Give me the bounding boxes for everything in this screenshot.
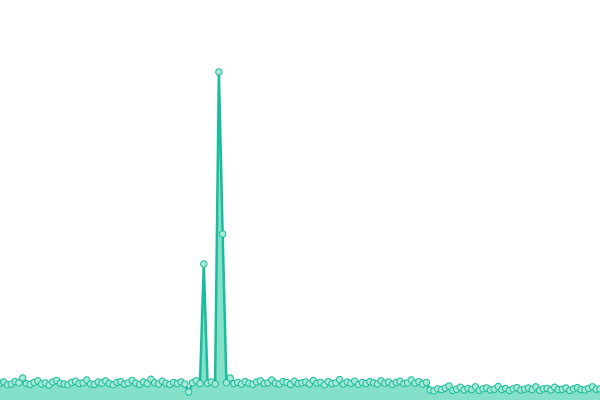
point bbox=[181, 380, 189, 388]
point bbox=[184, 388, 193, 396]
point bbox=[211, 380, 219, 388]
point bbox=[226, 374, 234, 382]
area bbox=[0, 72, 600, 400]
point bbox=[422, 378, 431, 387]
point bbox=[18, 374, 27, 382]
line bbox=[0, 70, 600, 394]
point bbox=[222, 379, 231, 387]
point bbox=[218, 230, 227, 238]
point bbox=[200, 260, 208, 268]
point bbox=[215, 68, 223, 76]
point bbox=[15, 379, 23, 387]
point bbox=[196, 379, 204, 388]
